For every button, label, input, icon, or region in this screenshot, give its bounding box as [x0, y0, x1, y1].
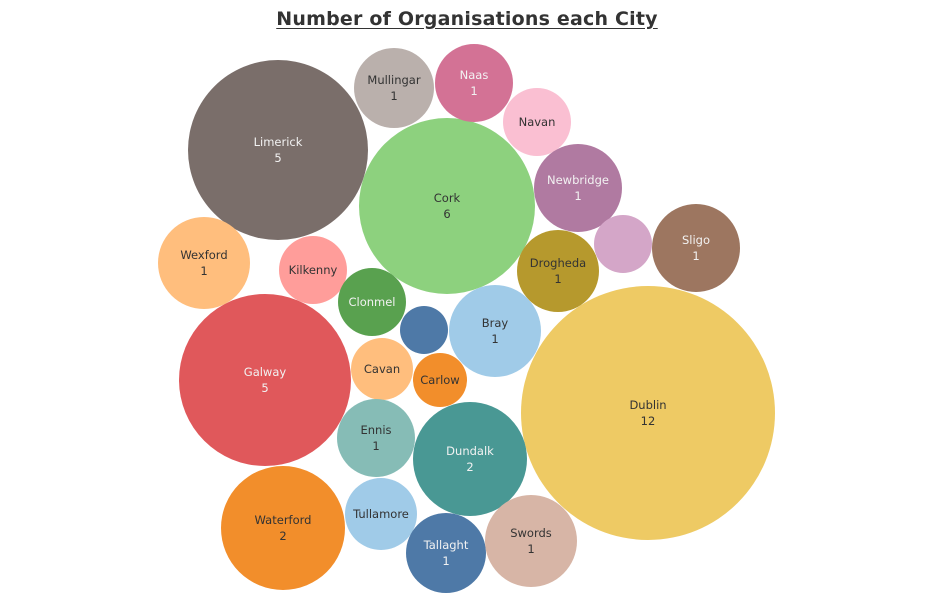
bubble-sligo[interactable]: Sligo 1 — [652, 204, 740, 292]
bubble-cavan[interactable]: Cavan — [351, 338, 413, 400]
bubble-label: Cork — [434, 191, 461, 205]
bubble-tullamore[interactable]: Tullamore — [345, 478, 417, 550]
bubble-dundalk[interactable]: Dundalk 2 — [413, 402, 527, 516]
bubble-value: 2 — [279, 529, 286, 543]
bubble-value: 1 — [372, 439, 379, 453]
bubble-circle — [345, 478, 417, 550]
bubble-value: 12 — [641, 414, 656, 428]
bubble-circle — [485, 495, 577, 587]
bubble-clonmel[interactable]: Clonmel — [338, 268, 406, 336]
bubble-circle — [351, 338, 413, 400]
bubble-galway[interactable]: Galway 5 — [179, 294, 351, 466]
bubble-mullingar[interactable]: Mullingar 1 — [354, 48, 434, 128]
bubble-label: Newbridge — [547, 173, 609, 187]
bubble-value: 5 — [274, 151, 281, 165]
bubble-circle — [338, 268, 406, 336]
bubble-cork[interactable]: Cork 6 — [359, 118, 535, 294]
bubble-circle — [449, 285, 541, 377]
bubble-value: 1 — [491, 332, 498, 346]
bubble-bray[interactable]: Bray 1 — [449, 285, 541, 377]
bubble-waterford[interactable]: Waterford 2 — [221, 466, 345, 590]
bubble-swords[interactable]: Swords 1 — [485, 495, 577, 587]
bubble-unlabeled-15[interactable] — [400, 306, 448, 354]
bubble-value: 1 — [554, 272, 561, 286]
bubble-label: Dublin — [629, 398, 666, 412]
bubble-kilkenny[interactable]: Kilkenny — [279, 236, 347, 304]
bubble-circle — [179, 294, 351, 466]
bubble-drogheda[interactable]: Drogheda 1 — [517, 230, 599, 312]
bubble-circle — [359, 118, 535, 294]
bubble-circle — [503, 88, 571, 156]
bubble-circle — [406, 513, 486, 593]
bubble-circle — [413, 402, 527, 516]
bubble-label: Waterford — [255, 513, 312, 527]
bubble-label: Naas — [460, 68, 489, 82]
bubble-label: Clonmel — [348, 295, 395, 309]
bubble-label: Limerick — [254, 135, 303, 149]
bubble-value: 1 — [692, 249, 699, 263]
bubble-label: Drogheda — [530, 256, 586, 270]
bubble-label: Navan — [519, 115, 556, 129]
bubble-circle — [517, 230, 599, 312]
bubble-circle — [413, 353, 467, 407]
bubble-label: Kilkenny — [289, 263, 338, 277]
bubble-circle — [188, 60, 368, 240]
bubble-value: 1 — [527, 542, 534, 556]
bubble-unlabeled-10[interactable] — [594, 215, 652, 273]
bubble-value: 1 — [200, 264, 207, 278]
bubble-dublin[interactable]: Dublin 12 — [521, 286, 775, 540]
bubble-circle — [279, 236, 347, 304]
bubble-circle — [354, 48, 434, 128]
bubble-newbridge[interactable]: Newbridge 1 — [534, 144, 622, 232]
bubble-value: 1 — [574, 189, 581, 203]
bubble-label: Bray — [482, 316, 509, 330]
bubble-tallaght[interactable]: Tallaght 1 — [406, 513, 486, 593]
bubble-label: Tallaght — [423, 538, 469, 552]
bubble-label: Ennis — [360, 423, 391, 437]
bubble-label: Galway — [244, 365, 287, 379]
bubble-circle — [337, 399, 415, 477]
bubble-value: 6 — [443, 207, 450, 221]
bubble-value: 1 — [442, 554, 449, 568]
bubble-limerick[interactable]: Limerick 5 — [188, 60, 368, 240]
bubble-value: 1 — [470, 84, 477, 98]
bubble-circle — [221, 466, 345, 590]
bubble-label: Sligo — [682, 233, 710, 247]
bubble-circle — [594, 215, 652, 273]
bubble-naas[interactable]: Naas 1 — [435, 44, 513, 122]
bubble-ennis[interactable]: Ennis 1 — [337, 399, 415, 477]
bubble-value: 1 — [390, 89, 397, 103]
bubble-circle — [521, 286, 775, 540]
bubble-label: Dundalk — [446, 444, 494, 458]
bubble-circle — [652, 204, 740, 292]
bubble-circle — [158, 217, 250, 309]
bubble-label: Tullamore — [352, 507, 409, 521]
bubble-wexford[interactable]: Wexford 1 — [158, 217, 250, 309]
bubble-circle — [435, 44, 513, 122]
bubble-navan[interactable]: Navan — [503, 88, 571, 156]
bubble-label: Wexford — [180, 248, 227, 262]
bubble-circle — [400, 306, 448, 354]
bubble-value: 5 — [261, 381, 268, 395]
chart-title: Number of Organisations each City — [276, 8, 658, 30]
bubble-label: Carlow — [420, 373, 459, 387]
bubble-label: Cavan — [364, 362, 400, 376]
bubble-label: Mullingar — [367, 73, 420, 87]
bubble-label: Swords — [510, 526, 552, 540]
bubble-circle — [534, 144, 622, 232]
bubble-carlow[interactable]: Carlow — [413, 353, 467, 407]
bubble-value: 2 — [466, 460, 473, 474]
